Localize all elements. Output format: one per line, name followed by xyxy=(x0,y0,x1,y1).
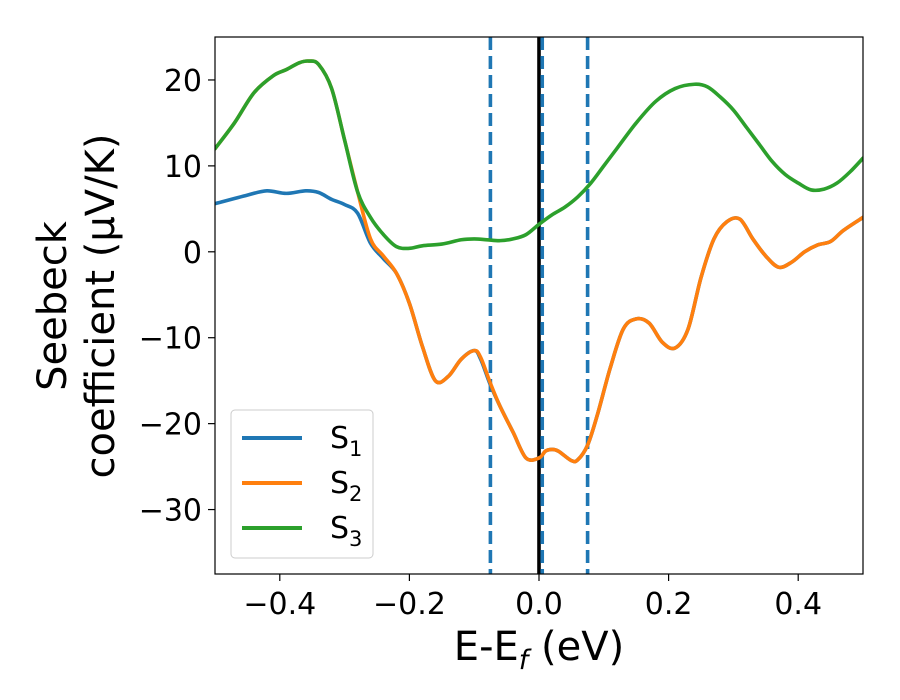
y-axis-title: Seebeck coefficient (μV/K) xyxy=(30,134,124,479)
y-axis-title-line2: coefficient (μV/K) xyxy=(78,134,124,479)
x-tick-label: 0.2 xyxy=(645,587,693,622)
y-axis-title-line1: Seebeck xyxy=(30,220,76,391)
y-tick-label: −20 xyxy=(139,408,202,443)
y-axis: 20 10 0 −10 −20 −30 xyxy=(139,64,215,529)
x-axis-title: E-Ef (eV) xyxy=(454,624,624,676)
legend-label-s3: S3 xyxy=(330,511,362,551)
x-tick-label: 0.4 xyxy=(774,587,822,622)
x-axis: −0.4 −0.2 0.0 0.2 0.4 xyxy=(243,574,822,622)
x-tick-label: 0.0 xyxy=(515,587,563,622)
legend-label-s1: S1 xyxy=(330,421,362,461)
x-tick-label: −0.4 xyxy=(243,587,316,622)
y-tick-label: 0 xyxy=(183,236,202,271)
y-tick-label: −30 xyxy=(139,494,202,529)
x-tick-label: −0.2 xyxy=(373,587,446,622)
series-layer xyxy=(215,59,863,464)
y-tick-label: 20 xyxy=(164,64,202,99)
series-line-s3 xyxy=(215,59,863,251)
legend-label-s2: S2 xyxy=(330,466,362,506)
reference-lines xyxy=(488,37,590,574)
legend: S1 S2 S3 xyxy=(230,409,374,559)
y-tick-label: 10 xyxy=(164,150,202,185)
y-tick-label: −10 xyxy=(139,322,202,357)
